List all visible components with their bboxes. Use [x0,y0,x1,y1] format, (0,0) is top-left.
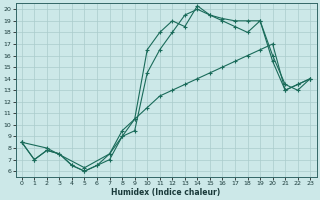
X-axis label: Humidex (Indice chaleur): Humidex (Indice chaleur) [111,188,221,197]
